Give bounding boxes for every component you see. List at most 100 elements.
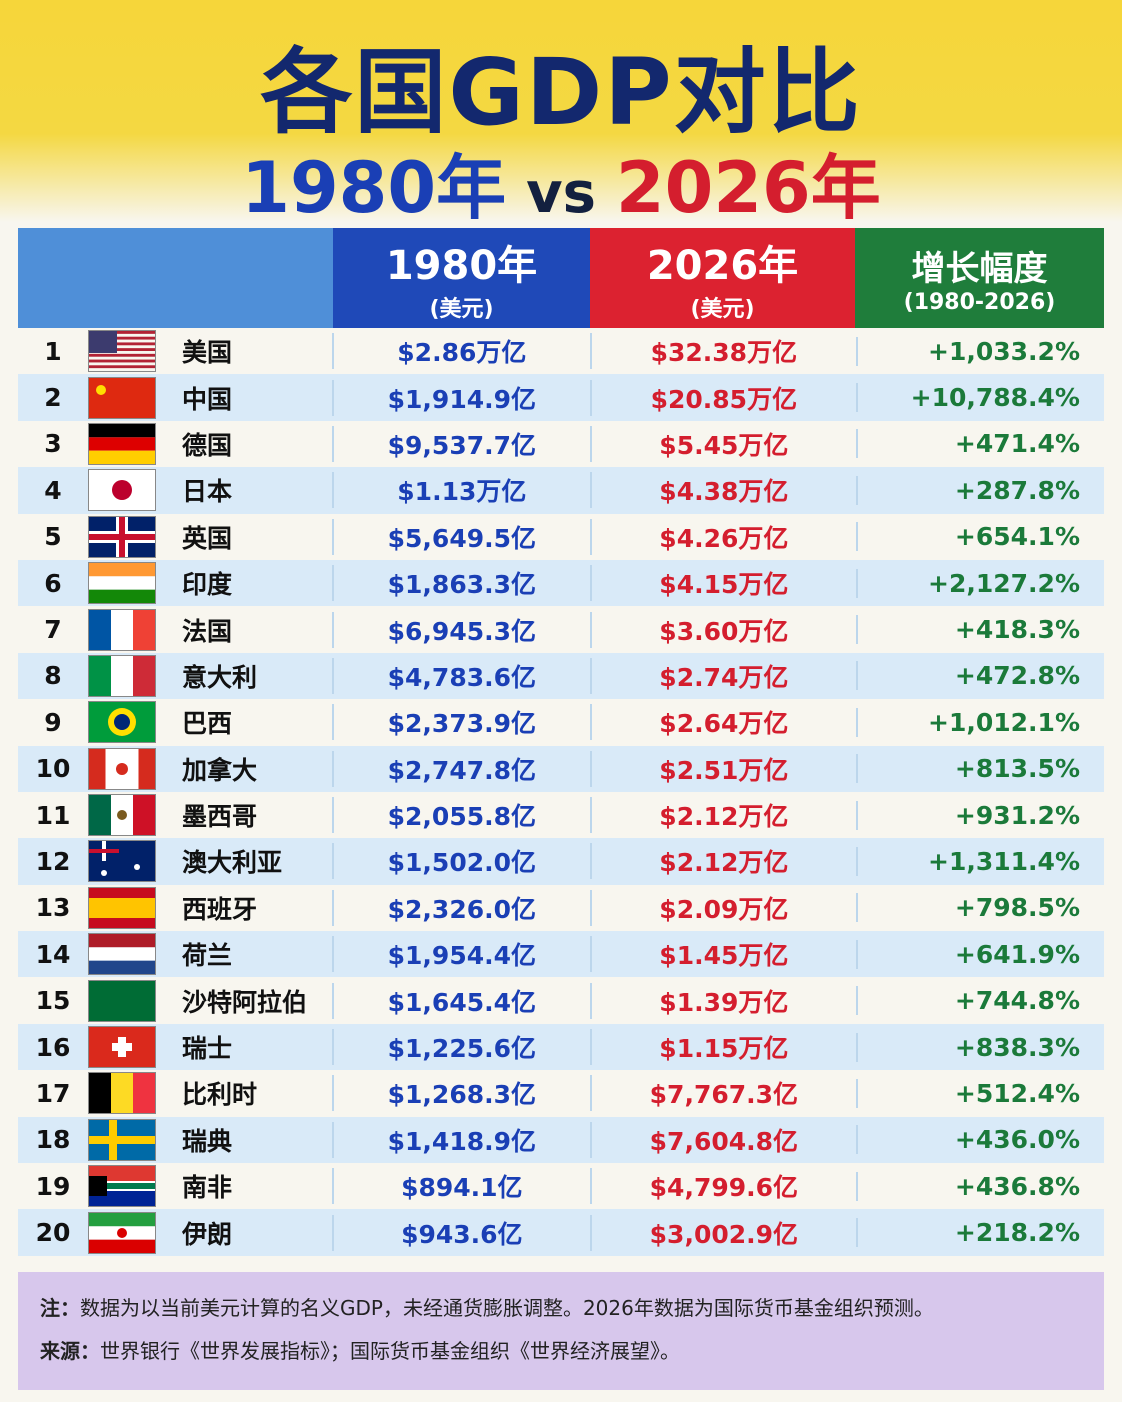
rank: 19 [35, 1171, 71, 1201]
table-row: 2 中国 $1,914.9亿 $20.85万亿 +10,788.4% [18, 374, 1104, 421]
rank: 10 [35, 754, 71, 784]
subtitle-left: 1980年 [241, 147, 507, 229]
column-unit: (美元) [690, 297, 755, 322]
table: 1980年 (美元) 2026年 (美元) 增长幅度 (1980-2026) 1 美国 $2.8… [18, 228, 1104, 1256]
title: 各国GDP对比 [260, 39, 862, 146]
country: 德国 [182, 430, 233, 460]
country-cell: 20 伊朗 [18, 1211, 332, 1254]
gdp-2026: $3,002.9亿 [589, 1214, 856, 1251]
growth: +471.4% [855, 429, 1104, 459]
note-line: 注：数据为以当前美元计算的名义GDP，未经通货膨胀调整。2026年数据为国际货币… [40, 1292, 1082, 1321]
gdp-1980: $1,645.4亿 [331, 982, 590, 1019]
flag [88, 886, 156, 929]
growth: +1,012.1% [855, 707, 1104, 737]
column-header: 1980年 (美元) [333, 228, 590, 328]
country: 中国 [182, 384, 233, 414]
rank: 3 [44, 429, 62, 459]
column-header: 2026年 (美元) [590, 228, 855, 328]
note-label: 注： [40, 1296, 80, 1320]
country-cell: 3 德国 [18, 422, 332, 465]
table-row: 12 澳大利亚 $1,502.0亿 $2.12万亿 +1,311.4% [18, 838, 1104, 885]
gdp-2026: $1.39万亿 [589, 982, 856, 1019]
growth: +744.8% [855, 986, 1104, 1016]
flag [88, 840, 156, 883]
gdp-1980: $2,326.0亿 [331, 889, 590, 926]
country: 日本 [182, 477, 233, 507]
country: 比利时 [182, 1080, 258, 1110]
table-row: 6 印度 $1,863.3亿 $4.15万亿 +2,127.2% [18, 559, 1104, 607]
rank: 7 [44, 615, 62, 645]
table-row: 7 法国 $6,945.3亿 $3.60万亿 +418.3% [18, 606, 1104, 653]
table-row: 19 南非 $894.1亿 $4,799.6亿 +436.8% [18, 1163, 1104, 1210]
gdp-1980: $4,783.6亿 [331, 657, 590, 694]
country: 西班牙 [182, 894, 258, 924]
gdp-1980: $1,914.9亿 [331, 379, 590, 416]
gdp-1980: $2,055.8亿 [331, 797, 590, 834]
growth: +1,311.4% [855, 846, 1104, 876]
country: 法国 [182, 616, 233, 646]
growth: +838.3% [855, 1032, 1104, 1062]
country-cell: 2 中国 [18, 376, 332, 419]
country-cell: 6 印度 [18, 562, 332, 605]
rank: 1 [44, 336, 62, 366]
country-cell: 11 墨西哥 [18, 794, 332, 837]
note-text: 数据为以当前美元计算的名义GDP，未经通货膨胀调整。2026年数据为国际货币基金… [80, 1296, 934, 1320]
flag [88, 1118, 156, 1161]
country: 瑞士 [182, 1034, 233, 1064]
gdp-2026: $2.12万亿 [589, 797, 856, 834]
country-cell: 4 日本 [18, 469, 332, 512]
table-row: 4 日本 $1.13万亿 $4.38万亿 +287.8% [18, 467, 1104, 514]
gdp-2026: $3.60万亿 [589, 611, 856, 648]
flag [88, 515, 156, 558]
country-cell: 18 瑞典 [18, 1118, 332, 1161]
rank: 2 [44, 383, 62, 413]
country: 沙特阿拉伯 [182, 987, 308, 1017]
gdp-2026: $1.45万亿 [589, 936, 856, 973]
column-title: 增长幅度 [911, 249, 1048, 289]
rank: 14 [35, 939, 71, 969]
country-cell: 15 沙特阿拉伯 [18, 979, 332, 1022]
growth: +472.8% [855, 661, 1104, 691]
flag [88, 608, 156, 651]
flag [88, 1211, 156, 1254]
rank: 4 [44, 475, 62, 505]
gdp-1980: $1,954.4亿 [331, 936, 590, 973]
gdp-2026: $32.38万亿 [589, 333, 856, 370]
gdp-1980: $1,502.0亿 [331, 843, 590, 880]
country-cell: 9 巴西 [18, 701, 332, 744]
flag [88, 933, 156, 976]
header-row: 1980年 (美元) 2026年 (美元) 增长幅度 (1980-2026) [18, 228, 1104, 328]
flag [88, 562, 156, 605]
rank: 11 [35, 800, 71, 830]
column-title: 1980年 [385, 243, 538, 289]
growth: +287.8% [855, 475, 1104, 505]
gdp-2026: $4.38万亿 [589, 472, 856, 509]
table-row: 10 加拿大 $2,747.8亿 $2.51万亿 +813.5% [18, 745, 1104, 792]
country-cell: 1 美国 [18, 330, 332, 373]
gdp-2026: $7,767.3亿 [589, 1075, 856, 1112]
gdp-1980: $2.86万亿 [331, 333, 590, 370]
country: 墨西哥 [182, 802, 258, 832]
table-row: 16 瑞士 $1,225.6亿 $1.15万亿 +838.3% [18, 1023, 1104, 1071]
flag [88, 469, 156, 512]
gdp-1980: $2,747.8亿 [331, 750, 590, 787]
country: 荷兰 [182, 941, 233, 971]
country: 印度 [182, 570, 233, 600]
note-label: 来源： [40, 1339, 100, 1363]
rank: 16 [35, 1032, 71, 1062]
gdp-2026: $5.45万亿 [589, 425, 856, 462]
country-cell: 17 比利时 [18, 1072, 332, 1115]
growth: +798.5% [855, 893, 1104, 923]
gdp-1980: $6,945.3亿 [331, 611, 590, 648]
table-row: 11 墨西哥 $2,055.8亿 $2.12万亿 +931.2% [18, 791, 1104, 839]
growth: +436.8% [855, 1171, 1104, 1201]
table-row: 5 英国 $5,649.5亿 $4.26万亿 +654.1% [18, 513, 1104, 560]
table-row: 1 美国 $2.86万亿 $32.38万亿 +1,033.2% [18, 328, 1104, 375]
table-row: 15 沙特阿拉伯 $1,645.4亿 $1.39万亿 +744.8% [18, 977, 1104, 1024]
growth: +931.2% [855, 800, 1104, 830]
gdp-1980: $5,649.5亿 [331, 518, 590, 555]
table-row: 9 巴西 $2,373.9亿 $2.64万亿 +1,012.1% [18, 699, 1104, 746]
gdp-1980: $1,225.6亿 [331, 1029, 590, 1066]
table-row: 17 比利时 $1,268.3亿 $7,767.3亿 +512.4% [18, 1070, 1104, 1117]
column-unit: (1980-2026) [903, 290, 1056, 315]
